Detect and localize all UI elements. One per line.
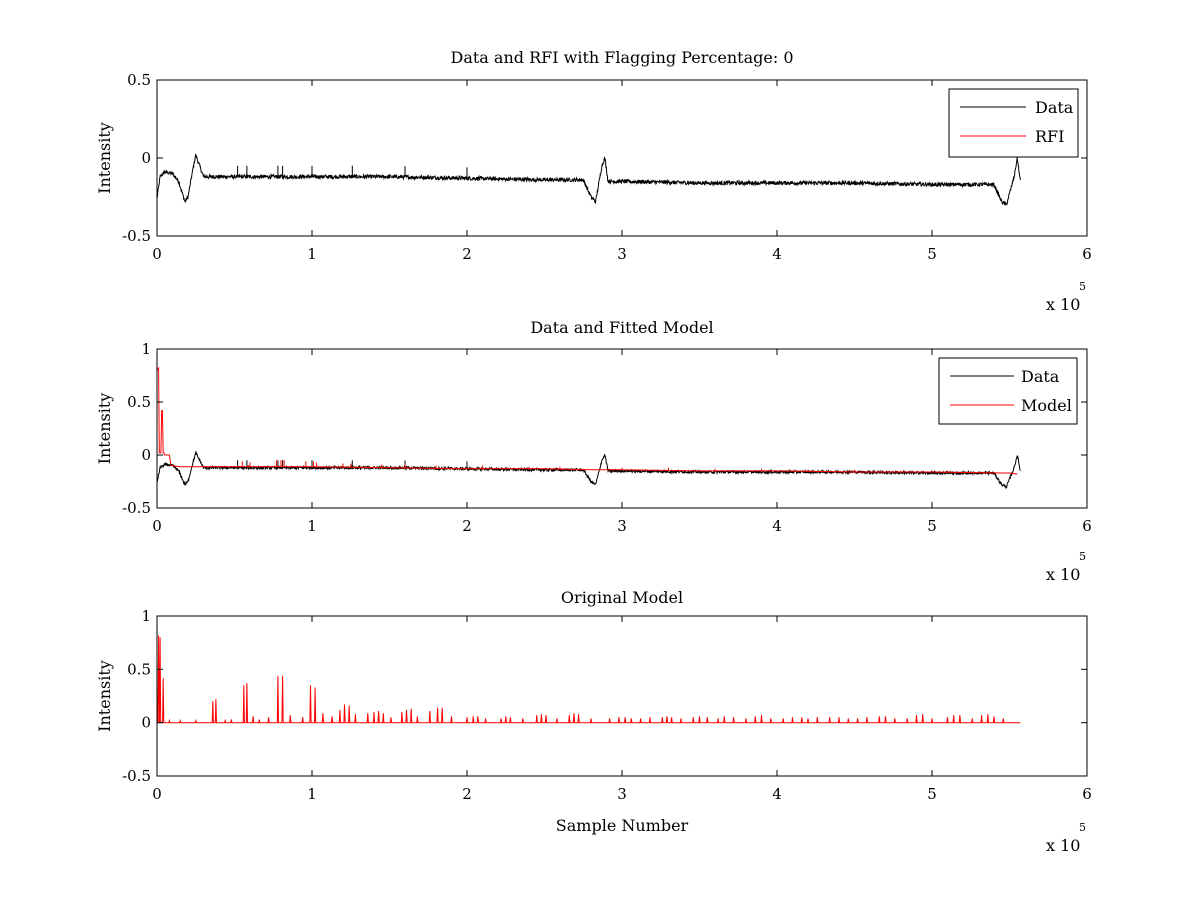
x-tick-label: 3 — [617, 517, 627, 535]
x-tick-label: 0 — [152, 517, 162, 535]
legend-box — [938, 357, 1078, 425]
x-tick-label: 5 — [927, 517, 937, 535]
y-tick-label: -0.5 — [122, 499, 151, 517]
series-line-model — [157, 635, 1021, 724]
y-tick-label: 0.5 — [127, 393, 151, 411]
x-multiplier-exponent: 5 — [1079, 280, 1086, 293]
legend-entry-label: Data — [1021, 367, 1060, 386]
legend-entry-label: Model — [1021, 396, 1072, 415]
x-tick-label: 3 — [617, 785, 627, 803]
series-line-data — [157, 450, 1021, 490]
x-axis-label: Sample Number — [556, 816, 689, 835]
x-tick-label: 4 — [772, 517, 782, 535]
x-multiplier: x 10 — [1046, 836, 1080, 855]
x-tick-label: 6 — [1082, 785, 1092, 803]
x-tick-label: 0 — [152, 245, 162, 263]
y-tick-label: 0 — [141, 714, 151, 732]
x-tick-label: 6 — [1082, 517, 1092, 535]
y-tick-label: 0 — [141, 149, 151, 167]
y-tick-label: -0.5 — [122, 767, 151, 785]
x-tick-label: 1 — [307, 245, 317, 263]
series-line-model — [157, 366, 1018, 475]
x-tick-label: 3 — [617, 245, 627, 263]
y-tick-label: 1 — [141, 340, 151, 358]
x-tick-label: 4 — [772, 785, 782, 803]
legend-entry-label: Data — [1035, 98, 1074, 117]
x-tick-label: 0 — [152, 785, 162, 803]
x-multiplier-exponent: 5 — [1079, 550, 1086, 563]
y-tick-label: 1 — [141, 607, 151, 625]
x-tick-label: 4 — [772, 245, 782, 263]
x-multiplier: x 10 — [1046, 295, 1080, 314]
x-tick-label: 2 — [462, 245, 472, 263]
x-tick-label: 2 — [462, 517, 472, 535]
chart-title: Original Model — [561, 588, 683, 607]
series-group — [157, 635, 1021, 724]
x-multiplier: x 10 — [1046, 565, 1080, 584]
x-tick-label: 5 — [927, 245, 937, 263]
legend-entry-label: RFI — [1035, 127, 1064, 146]
x-tick-label: 2 — [462, 785, 472, 803]
chart-title: Data and RFI with Flagging Percentage: 0 — [450, 48, 793, 67]
y-axis-label: Intensity — [95, 660, 114, 732]
series-line-data — [157, 153, 1021, 207]
legend-box — [948, 88, 1079, 158]
x-tick-label: 6 — [1082, 245, 1092, 263]
y-tick-label: 0.5 — [127, 71, 151, 89]
axes-frame — [156, 79, 1088, 237]
y-axis-label: Intensity — [95, 393, 114, 465]
y-tick-label: 0.5 — [127, 660, 151, 678]
series-group — [157, 366, 1021, 490]
series-group — [157, 153, 1021, 207]
y-axis-label: Intensity — [95, 122, 114, 194]
axes-frame — [156, 615, 1088, 777]
x-tick-label: 1 — [307, 785, 317, 803]
y-tick-label: 0 — [141, 446, 151, 464]
legend: Data RFI — [948, 88, 1079, 158]
x-multiplier-exponent: 5 — [1079, 821, 1086, 834]
x-tick-label: 5 — [927, 785, 937, 803]
y-tick-label: -0.5 — [122, 227, 151, 245]
chart-title: Data and Fitted Model — [530, 318, 713, 337]
x-tick-label: 1 — [307, 517, 317, 535]
legend: Data Model — [938, 357, 1078, 425]
